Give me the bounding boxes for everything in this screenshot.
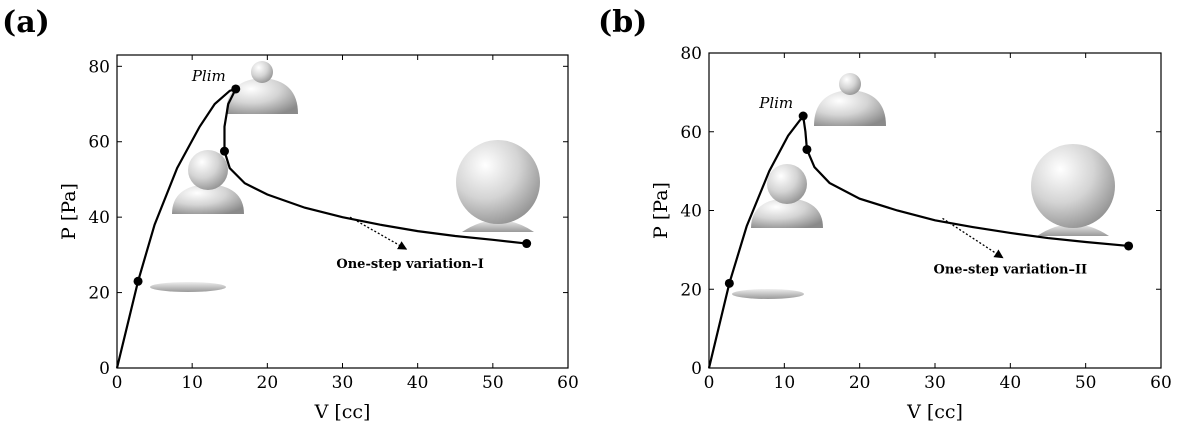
y-tick-label: 60 (88, 133, 110, 153)
y-tick-label: 0 (691, 359, 702, 379)
annotation: One-step variation–II (934, 263, 1088, 278)
x-tick-label: 10 (181, 373, 203, 393)
x-axis-label: V [cc] (906, 401, 963, 423)
droplet-shape (251, 61, 273, 83)
x-tick-label: 60 (1150, 373, 1172, 393)
y-axis-label: P [Pa] (650, 182, 672, 239)
droplet-illustration (732, 289, 804, 299)
droplet-illustration (172, 150, 244, 214)
point-marker (522, 239, 532, 249)
droplet-shape (462, 220, 534, 232)
droplet-shape (751, 198, 823, 228)
droplet-illustration (1031, 144, 1115, 236)
droplet-shape (839, 73, 861, 95)
droplet-shape (456, 140, 540, 224)
x-tick-label: 50 (1075, 373, 1097, 393)
droplet-shape (1031, 144, 1115, 228)
x-tick-label: 10 (774, 373, 796, 393)
point-marker (219, 146, 229, 156)
y-tick-label: 0 (99, 359, 110, 379)
point-marker (798, 111, 808, 121)
droplet-illustration (751, 164, 823, 228)
droplet-shape (150, 282, 226, 292)
x-tick-label: 20 (849, 373, 871, 393)
y-tick-label: 80 (680, 44, 702, 64)
point-marker (802, 144, 812, 154)
point-marker (231, 84, 241, 94)
limit-label: Plim (758, 94, 793, 112)
panel-label: (b) (598, 5, 647, 40)
x-tick-label: 0 (704, 373, 715, 393)
y-tick-label: 20 (88, 284, 110, 304)
x-tick-label: 30 (332, 373, 354, 393)
y-tick-label: 40 (88, 208, 110, 228)
point-marker (133, 276, 143, 286)
curve (707, 113, 1129, 369)
x-tick-label: 40 (1000, 373, 1022, 393)
x-axis-label: V [cc] (314, 401, 371, 423)
y-tick-label: 20 (680, 280, 702, 300)
droplet-illustration (226, 61, 298, 114)
x-tick-label: 0 (112, 373, 123, 393)
droplet-illustration (456, 140, 540, 232)
droplet-shape (1037, 224, 1109, 236)
droplet-shape (732, 289, 804, 299)
droplet-illustration (150, 282, 226, 292)
droplet-shape (226, 78, 298, 114)
x-tick-label: 60 (557, 373, 579, 393)
y-tick-label: 40 (680, 202, 702, 222)
droplet-illustration (814, 73, 886, 126)
point-marker (724, 278, 734, 288)
point-marker (1124, 241, 1134, 251)
y-axis-label: P [Pa] (58, 183, 80, 240)
droplet-shape (767, 164, 807, 204)
y-tick-label: 60 (680, 123, 702, 143)
droplet-shape (188, 150, 228, 190)
x-tick-label: 30 (924, 373, 946, 393)
x-tick-label: 50 (482, 373, 504, 393)
panel-label: (a) (2, 5, 50, 40)
curve (115, 87, 527, 369)
y-tick-label: 80 (88, 57, 110, 77)
droplet-shape (814, 90, 886, 126)
droplet-shape (172, 184, 244, 214)
annotation-arrow (349, 216, 408, 250)
x-tick-label: 20 (257, 373, 279, 393)
x-tick-label: 40 (407, 373, 429, 393)
limit-label: Plim (191, 67, 226, 85)
annotation: One-step variation–I (336, 257, 484, 272)
